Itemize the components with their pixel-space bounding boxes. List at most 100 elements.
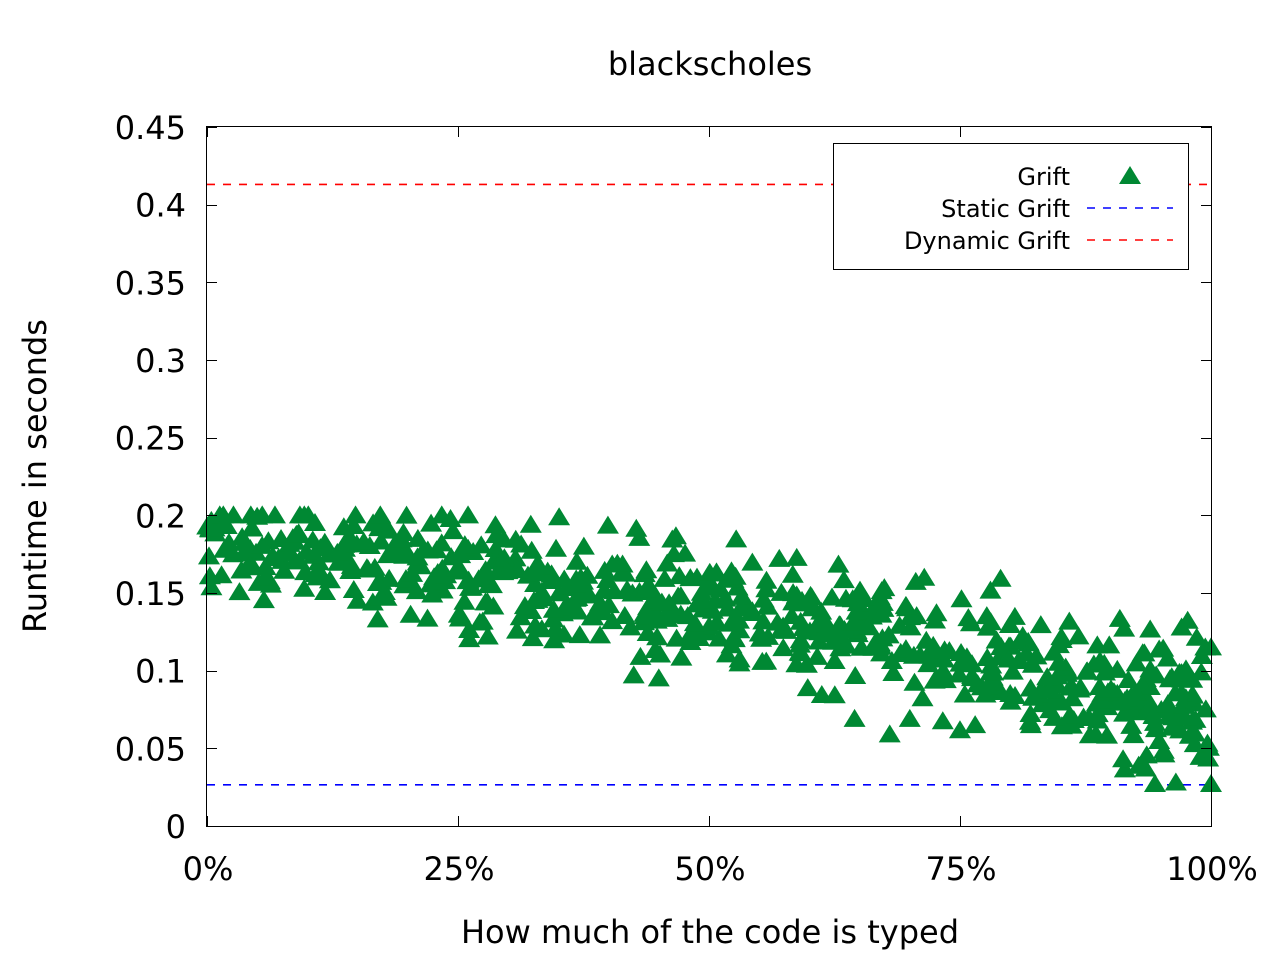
- grift-point: [1170, 683, 1193, 702]
- grift-point: [593, 580, 616, 599]
- grift-point: [1134, 758, 1157, 777]
- grift-point: [1156, 694, 1179, 713]
- grift-point: [369, 505, 392, 524]
- grift-point: [318, 570, 341, 589]
- grift-point: [842, 612, 865, 631]
- grift-point: [596, 570, 619, 589]
- grift-point: [458, 629, 481, 648]
- grift-point: [1143, 774, 1166, 793]
- grift-point: [1197, 748, 1220, 767]
- grift-point: [239, 555, 262, 574]
- grift-point: [772, 616, 795, 635]
- grift-point: [931, 711, 954, 730]
- grift-point: [342, 580, 365, 599]
- y-axis-label: Runtime in seconds: [16, 319, 54, 633]
- grift-point: [596, 515, 619, 534]
- grift-point: [606, 553, 629, 572]
- grift-point: [902, 645, 925, 664]
- grift-point: [1048, 692, 1071, 711]
- grift-point: [420, 513, 443, 532]
- grift-point: [976, 676, 999, 695]
- grift-point: [566, 601, 589, 620]
- grift-point: [370, 531, 393, 550]
- grift-point: [862, 637, 885, 656]
- grift-point: [1181, 669, 1204, 688]
- grift-point: [614, 563, 637, 582]
- grift-point: [796, 678, 819, 697]
- y-tick-label: 0.25: [115, 420, 186, 458]
- grift-point: [1036, 667, 1059, 686]
- grift-point: [241, 518, 264, 537]
- grift-point: [1075, 661, 1098, 680]
- x-axis-label: How much of the code is typed: [461, 913, 959, 951]
- grift-point: [720, 635, 743, 654]
- grift-point: [953, 684, 976, 703]
- grift-point: [509, 607, 532, 626]
- grift-point: [650, 592, 673, 611]
- grift-point: [448, 604, 471, 623]
- grift-point: [476, 626, 499, 645]
- grift-point: [496, 561, 519, 580]
- grift-point: [1019, 703, 1042, 722]
- grift-point: [589, 625, 612, 644]
- grift-point: [668, 566, 691, 585]
- grift-point: [476, 592, 499, 611]
- grift-point: [1106, 659, 1129, 678]
- x-tick-label: 0%: [183, 850, 234, 888]
- grift-point: [457, 505, 480, 524]
- grift-point: [683, 613, 706, 632]
- grift-point: [976, 648, 999, 667]
- grift-point: [232, 542, 255, 561]
- grift-point: [903, 672, 926, 691]
- grift-point: [399, 604, 422, 623]
- grift-point: [1015, 643, 1038, 662]
- grift-point: [785, 547, 808, 566]
- grift-point: [1068, 679, 1091, 698]
- grift-point: [1170, 617, 1193, 636]
- x-tick-label: 50%: [674, 850, 745, 888]
- grift-point: [421, 584, 444, 603]
- grift-point: [714, 588, 737, 607]
- grift-point: [662, 544, 685, 563]
- grift-point: [1078, 725, 1101, 744]
- grift-point: [950, 652, 973, 671]
- grift-point: [649, 644, 672, 663]
- grift-point: [1169, 720, 1192, 739]
- grift-point: [416, 608, 439, 627]
- grift-point: [1001, 661, 1024, 680]
- grift-point: [877, 625, 900, 644]
- grift-point: [772, 638, 795, 657]
- grift-point: [217, 532, 240, 551]
- grift-point: [998, 615, 1021, 634]
- grift-point: [543, 630, 566, 649]
- grift-point: [547, 583, 570, 602]
- grift-point: [823, 651, 846, 670]
- grift-point: [1108, 608, 1131, 627]
- grift-point: [997, 649, 1020, 668]
- grift-point: [578, 585, 601, 604]
- grift-point: [1058, 705, 1081, 724]
- grift-point: [960, 668, 983, 687]
- grift-point: [688, 628, 711, 647]
- grift-point: [755, 651, 778, 670]
- grift-point: [933, 640, 956, 659]
- grift-point: [613, 605, 636, 624]
- grift-point: [979, 662, 1002, 681]
- grift-point: [1050, 629, 1073, 648]
- grift-point: [878, 724, 901, 743]
- grift-point: [199, 518, 222, 537]
- grift-point: [1131, 643, 1154, 662]
- grift-point: [568, 574, 591, 593]
- grift-point: [756, 596, 779, 615]
- grift-point: [1112, 749, 1135, 768]
- grift-point: [303, 512, 326, 531]
- grift-point: [228, 582, 251, 601]
- grift-point: [471, 611, 494, 630]
- grift-point: [989, 568, 1012, 587]
- grift-point: [1096, 725, 1119, 744]
- grift-point: [521, 628, 544, 647]
- grift-point: [416, 540, 439, 559]
- grift-point: [950, 643, 973, 662]
- grift-point: [740, 603, 763, 622]
